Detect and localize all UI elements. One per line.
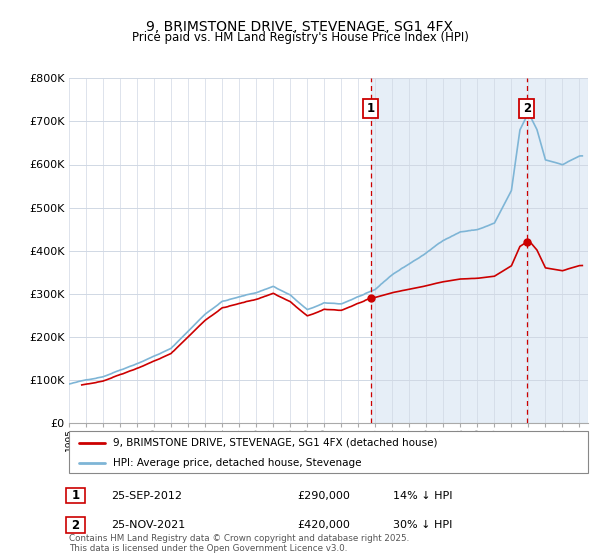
Text: 1: 1 xyxy=(367,102,375,115)
Text: £290,000: £290,000 xyxy=(297,491,350,501)
Text: 2: 2 xyxy=(523,102,531,115)
Text: 9, BRIMSTONE DRIVE, STEVENAGE, SG1 4FX (detached house): 9, BRIMSTONE DRIVE, STEVENAGE, SG1 4FX (… xyxy=(113,438,437,448)
Text: 14% ↓ HPI: 14% ↓ HPI xyxy=(393,491,452,501)
Text: 30% ↓ HPI: 30% ↓ HPI xyxy=(393,520,452,530)
Text: 25-SEP-2012: 25-SEP-2012 xyxy=(111,491,182,501)
Text: 1: 1 xyxy=(71,489,80,502)
Text: 2: 2 xyxy=(71,519,80,532)
FancyBboxPatch shape xyxy=(69,431,588,473)
Bar xyxy=(371,78,588,423)
Text: Price paid vs. HM Land Registry's House Price Index (HPI): Price paid vs. HM Land Registry's House … xyxy=(131,31,469,44)
Text: 25-NOV-2021: 25-NOV-2021 xyxy=(111,520,185,530)
Text: Contains HM Land Registry data © Crown copyright and database right 2025.
This d: Contains HM Land Registry data © Crown c… xyxy=(69,534,409,553)
Text: HPI: Average price, detached house, Stevenage: HPI: Average price, detached house, Stev… xyxy=(113,458,362,468)
Text: £420,000: £420,000 xyxy=(297,520,350,530)
Text: 9, BRIMSTONE DRIVE, STEVENAGE, SG1 4FX: 9, BRIMSTONE DRIVE, STEVENAGE, SG1 4FX xyxy=(146,20,454,34)
